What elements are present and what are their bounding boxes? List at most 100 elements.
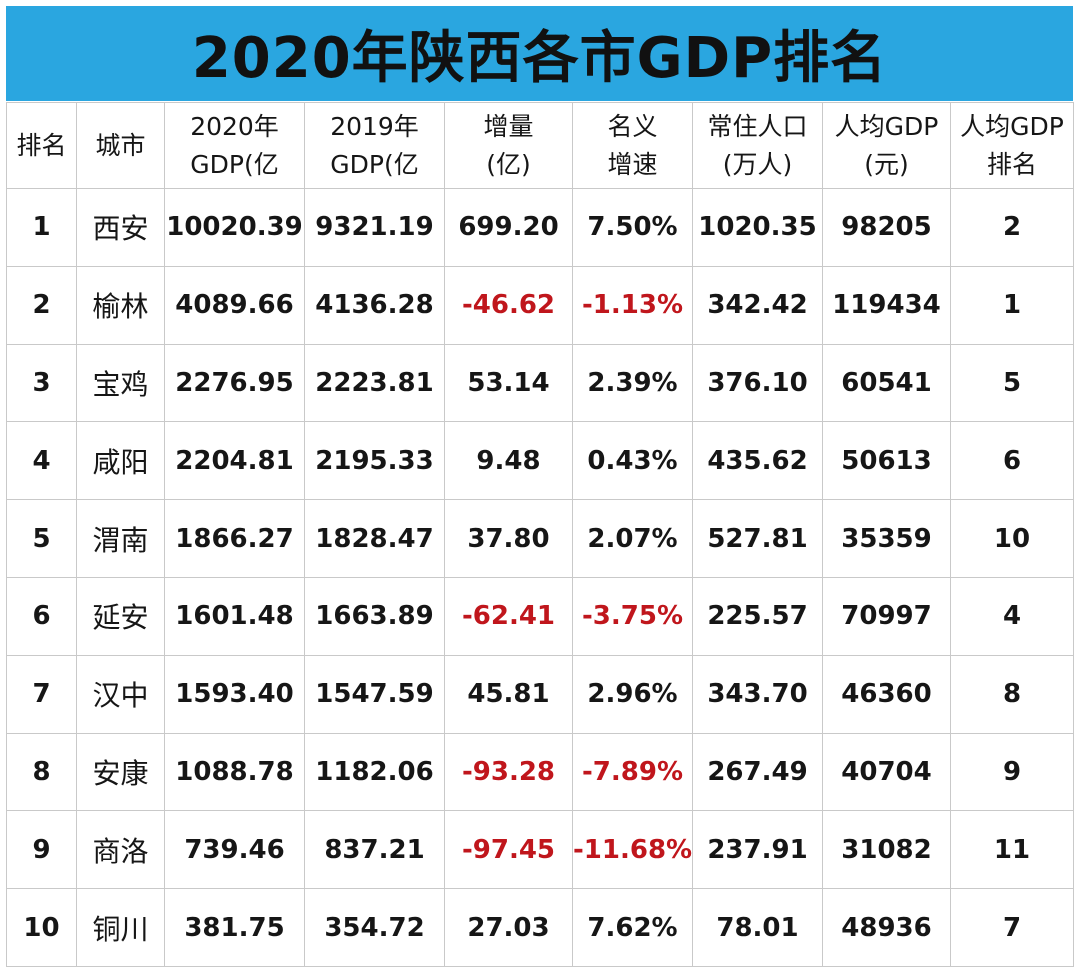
cell-gdp2019: 1828.47: [304, 499, 445, 578]
header-population-line2: (万人): [722, 149, 793, 179]
cell-per-capita: 48936: [822, 888, 951, 967]
header-increase: 增量 (亿): [444, 102, 573, 189]
cell-city: 安康: [76, 732, 165, 812]
page-title: 2020年陕西各市GDP排名: [191, 26, 888, 91]
cell-rank: 5: [6, 499, 77, 578]
cell-population: 376.10: [692, 343, 823, 423]
header-gdp2019-line2: GDP(亿: [330, 149, 419, 179]
header-per-capita-line2: (元): [864, 149, 909, 179]
cell-increase: 9.48: [444, 421, 573, 501]
cell-increase: 45.81: [444, 654, 573, 734]
title-banner: 2020年陕西各市GDP排名: [6, 6, 1073, 101]
header-population: 常住人口 (万人): [692, 102, 823, 189]
cell-population: 1020.35: [692, 188, 823, 267]
header-rank-label: 排名: [16, 130, 67, 160]
cell-gdp2019: 1182.06: [304, 732, 445, 812]
table-row: 2 榆林 4089.66 4136.28 -46.62 -1.13% 342.42 11943…: [6, 265, 1074, 345]
cell-rank: 10: [6, 888, 77, 967]
cell-gdp2019: 1663.89: [304, 576, 445, 656]
header-gdp2020: 2020年 GDP(亿: [164, 102, 305, 189]
cell-per-capita: 119434: [822, 265, 951, 345]
cell-growth: -11.68%: [572, 810, 693, 890]
cell-per-capita-rank: 11: [950, 810, 1074, 890]
table-body: 1 西安 10020.39 9321.19 699.20 7.50% 1020.35 9820…: [6, 188, 1074, 967]
cell-increase: -46.62: [444, 265, 573, 345]
cell-rank: 2: [6, 265, 77, 345]
table-row: 10 铜川 381.75 354.72 27.03 7.62% 78.01 48936 7: [6, 888, 1074, 967]
table-row: 8 安康 1088.78 1182.06 -93.28 -7.89% 267.49 40704…: [6, 732, 1074, 812]
cell-per-capita-rank: 5: [950, 343, 1074, 423]
header-population-line1: 常住人口: [707, 111, 808, 141]
cell-rank: 1: [6, 188, 77, 267]
gdp-ranking-table: 排名 城市 2020年 GDP(亿 2019年 GDP(亿 增量 (亿) 名义 …: [6, 102, 1074, 967]
cell-gdp2020: 739.46: [164, 810, 305, 890]
cell-increase: -93.28: [444, 732, 573, 812]
header-gdp2019-line1: 2019年: [330, 111, 419, 141]
cell-population: 78.01: [692, 888, 823, 967]
cell-growth: -7.89%: [572, 732, 693, 812]
cell-per-capita-rank: 2: [950, 188, 1074, 267]
header-increase-line1: 增量: [483, 111, 534, 141]
cell-rank: 7: [6, 654, 77, 734]
cell-gdp2019: 1547.59: [304, 654, 445, 734]
cell-gdp2020: 1601.48: [164, 576, 305, 656]
header-rank: 排名: [6, 102, 77, 189]
table-row: 5 渭南 1866.27 1828.47 37.80 2.07% 527.81 35359 10: [6, 499, 1074, 578]
cell-population: 225.57: [692, 576, 823, 656]
cell-city: 汉中: [76, 654, 165, 734]
header-growth: 名义 增速: [572, 102, 693, 189]
cell-per-capita: 35359: [822, 499, 951, 578]
cell-gdp2019: 2195.33: [304, 421, 445, 501]
cell-growth: -1.13%: [572, 265, 693, 345]
cell-rank: 9: [6, 810, 77, 890]
cell-city: 延安: [76, 576, 165, 656]
cell-per-capita-rank: 1: [950, 265, 1074, 345]
table-header-row: 排名 城市 2020年 GDP(亿 2019年 GDP(亿 增量 (亿) 名义 …: [6, 102, 1074, 189]
cell-gdp2019: 9321.19: [304, 188, 445, 267]
cell-per-capita-rank: 4: [950, 576, 1074, 656]
cell-per-capita-rank: 6: [950, 421, 1074, 501]
header-growth-line1: 名义: [607, 111, 658, 141]
cell-growth: 7.62%: [572, 888, 693, 967]
table-row: 6 延安 1601.48 1663.89 -62.41 -3.75% 225.57 70997…: [6, 576, 1074, 656]
cell-per-capita: 98205: [822, 188, 951, 267]
cell-gdp2020: 381.75: [164, 888, 305, 967]
header-per-capita-rank-line1: 人均GDP: [960, 111, 1064, 141]
table-row: 9 商洛 739.46 837.21 -97.45 -11.68% 237.91 31082 1…: [6, 810, 1074, 890]
cell-increase: 53.14: [444, 343, 573, 423]
cell-growth: 2.96%: [572, 654, 693, 734]
cell-gdp2019: 4136.28: [304, 265, 445, 345]
cell-gdp2020: 1088.78: [164, 732, 305, 812]
cell-rank: 6: [6, 576, 77, 656]
cell-city: 榆林: [76, 265, 165, 345]
cell-gdp2020: 2204.81: [164, 421, 305, 501]
cell-population: 435.62: [692, 421, 823, 501]
cell-city: 咸阳: [76, 421, 165, 501]
cell-growth: 2.07%: [572, 499, 693, 578]
cell-gdp2020: 1593.40: [164, 654, 305, 734]
cell-growth: 7.50%: [572, 188, 693, 267]
cell-gdp2020: 4089.66: [164, 265, 305, 345]
cell-city: 商洛: [76, 810, 165, 890]
cell-city: 宝鸡: [76, 343, 165, 423]
cell-per-capita: 60541: [822, 343, 951, 423]
cell-gdp2019: 354.72: [304, 888, 445, 967]
cell-population: 527.81: [692, 499, 823, 578]
cell-increase: 27.03: [444, 888, 573, 967]
cell-increase: -97.45: [444, 810, 573, 890]
table-row: 4 咸阳 2204.81 2195.33 9.48 0.43% 435.62 50613 6: [6, 421, 1074, 501]
cell-per-capita-rank: 7: [950, 888, 1074, 967]
header-per-capita-rank: 人均GDP 排名: [950, 102, 1074, 189]
cell-growth: 0.43%: [572, 421, 693, 501]
header-city: 城市: [76, 102, 165, 189]
cell-city: 西安: [76, 188, 165, 267]
table-row: 3 宝鸡 2276.95 2223.81 53.14 2.39% 376.10 60541 5: [6, 343, 1074, 423]
cell-population: 267.49: [692, 732, 823, 812]
cell-gdp2019: 2223.81: [304, 343, 445, 423]
cell-growth: -3.75%: [572, 576, 693, 656]
header-per-capita: 人均GDP (元): [822, 102, 951, 189]
header-growth-line2: 增速: [607, 149, 658, 179]
cell-per-capita: 40704: [822, 732, 951, 812]
cell-per-capita-rank: 9: [950, 732, 1074, 812]
header-gdp2020-line2: GDP(亿: [190, 149, 279, 179]
